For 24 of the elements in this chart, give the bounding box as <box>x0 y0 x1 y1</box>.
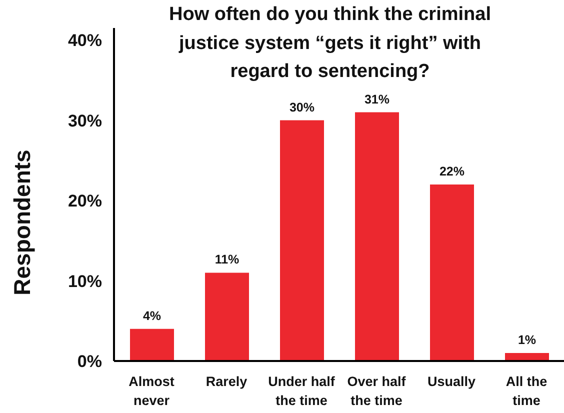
y-tick-label: 20% <box>68 192 102 211</box>
bar <box>355 112 399 361</box>
y-tick-label: 0% <box>77 352 102 372</box>
data-label: 30% <box>289 100 315 114</box>
data-label: 22% <box>439 164 465 178</box>
data-label: 31% <box>364 92 390 106</box>
x-tick-label: Usually <box>427 374 476 389</box>
bar <box>130 328 174 361</box>
bar <box>280 120 324 361</box>
x-tick-label: Rarely <box>206 374 248 389</box>
bar <box>205 272 249 361</box>
y-tick-label: 40% <box>68 31 102 50</box>
data-label: 11% <box>214 252 240 267</box>
x-tick-label: Under half the time <box>268 374 336 408</box>
data-label: 4% <box>142 308 162 323</box>
chart-title: How often do you think the criminal justice system “gets it right” with regard to sentencing? <box>168 3 492 84</box>
bar <box>430 184 474 361</box>
x-tick-label: Over half the time <box>347 374 406 408</box>
x-tick-label: Almost never <box>128 374 175 408</box>
y-axis-title: Respondents <box>9 150 35 296</box>
y-tick-label: 30% <box>68 111 102 130</box>
x-tick-label: All the time <box>506 374 548 408</box>
y-tick-label: 10% <box>68 272 102 291</box>
data-label: 1% <box>518 332 536 347</box>
